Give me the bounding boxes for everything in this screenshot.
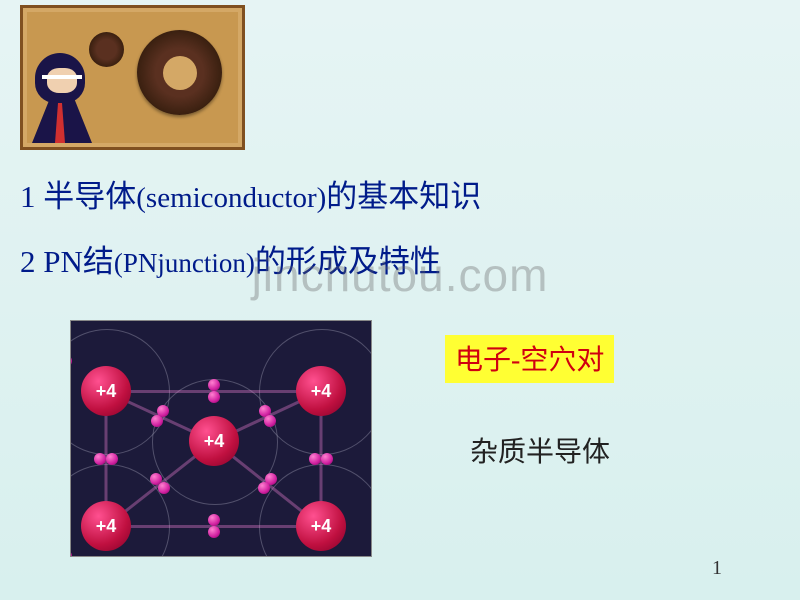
title2-post: 的形成及特性: [255, 244, 441, 279]
silicon-atom: +4: [81, 366, 131, 416]
electron-icon: [208, 514, 220, 526]
title1-pre: 半导体: [43, 179, 136, 214]
silicon-atom: +4: [81, 501, 131, 551]
title-block: 1 半导体(semiconductor)的基本知识 2 PN结(PNjuncti…: [20, 168, 780, 292]
electron-icon: [150, 473, 162, 485]
impurity-semiconductor-label: 杂质半导体: [470, 430, 610, 470]
page-number: 1: [712, 557, 722, 580]
title2-paren: (PNjunction): [114, 248, 255, 278]
silicon-atom: +4: [296, 366, 346, 416]
title-line-2: 2 PN结(PNjunction)的形成及特性: [20, 233, 780, 292]
electron-icon: [94, 453, 106, 465]
title1-paren: (semiconductor): [136, 182, 326, 214]
gear-large-icon: [137, 30, 222, 115]
lattice-diagram: +4 +4 +4 +4 +4: [70, 320, 372, 557]
electron-icon: [208, 391, 220, 403]
electron-icon: [321, 453, 333, 465]
electron-icon: [258, 482, 270, 494]
title2-pre: PN结: [43, 244, 114, 279]
title1-post: 的基本知识: [326, 179, 481, 214]
silicon-atom: +4: [296, 501, 346, 551]
gear-inner: [27, 12, 238, 143]
electron-icon: [106, 453, 118, 465]
silicon-atom: +4: [189, 416, 239, 466]
engineer-icon: [27, 53, 97, 143]
electron-icon: [309, 453, 321, 465]
title1-num: 1: [20, 179, 43, 214]
title2-num: 2: [20, 244, 43, 279]
electron-icon: [208, 379, 220, 391]
electron-icon: [208, 526, 220, 538]
gear-illustration: [20, 5, 245, 150]
electron-icon: [157, 405, 169, 417]
electron-icon: [158, 482, 170, 494]
title-line-1: 1 半导体(semiconductor)的基本知识: [20, 168, 780, 227]
electron-hole-pair-label: 电子-空穴对: [445, 335, 614, 383]
